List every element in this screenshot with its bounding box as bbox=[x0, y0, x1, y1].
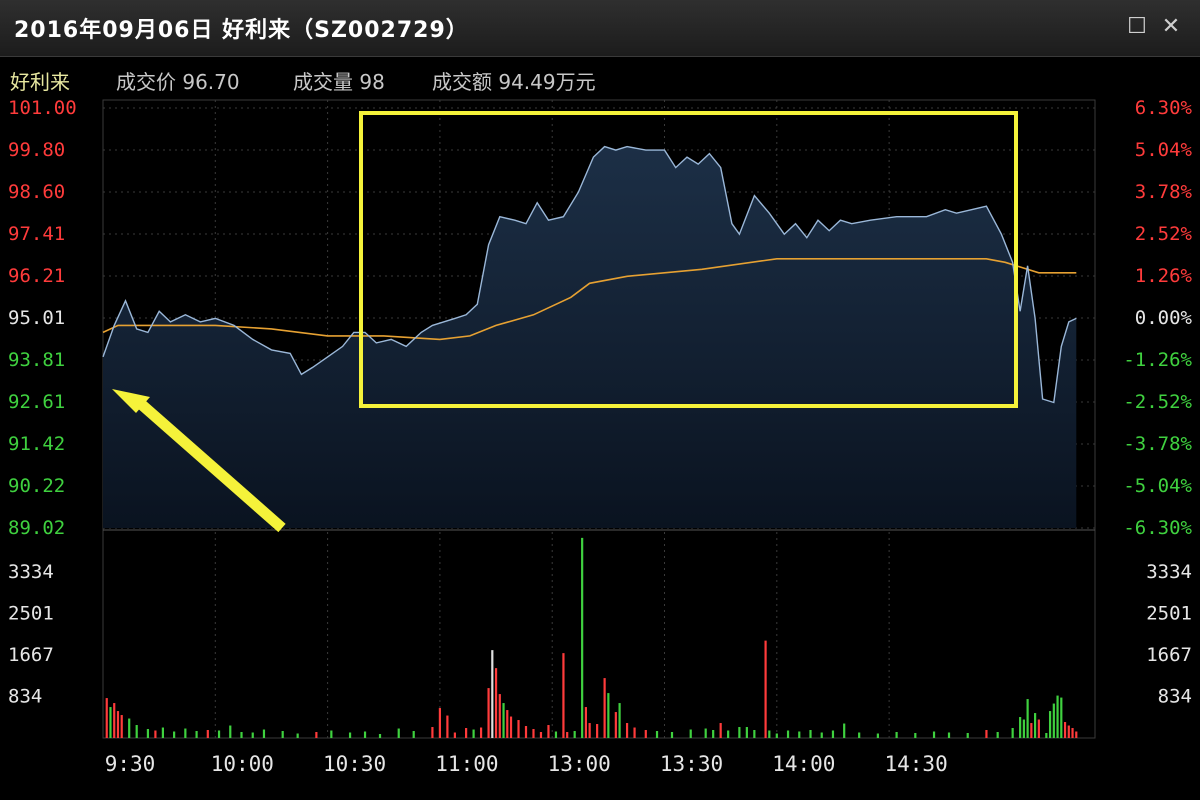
percent-tick-label: 3.78% bbox=[1135, 181, 1193, 203]
percent-tick-label: -5.04% bbox=[1123, 475, 1192, 497]
percent-tick-label: -1.26% bbox=[1123, 349, 1192, 371]
trade-amount-readout: 成交额 94.49万元 bbox=[432, 66, 596, 95]
volume-tick-label-right: 2501 bbox=[1146, 603, 1192, 625]
percent-tick-label: -3.78% bbox=[1123, 433, 1192, 455]
time-tick-label: 13:00 bbox=[548, 752, 611, 776]
window-titlebar: 2016年09月06日 好利来（SZ002729） ☐ ✕ bbox=[0, 0, 1200, 57]
volume-tick-label-right: 1667 bbox=[1146, 644, 1192, 666]
highlight-box bbox=[359, 111, 1018, 408]
time-tick-label: 13:30 bbox=[660, 752, 723, 776]
trade-price-value: 96.70 bbox=[182, 70, 240, 94]
axis-labels: 101.00 99.80 98.60 97.41 96.21 95.01 93.81 92.6… bbox=[8, 97, 1193, 776]
price-tick-label: 99.80 bbox=[8, 139, 65, 161]
volume-tick-label-right: 834 bbox=[1158, 686, 1192, 708]
percent-tick-label: -2.52% bbox=[1123, 391, 1192, 413]
quote-info-bar: 好利来 成交价 96.70 成交量 98 成交额 94.49万元 bbox=[0, 60, 1200, 98]
time-tick-label: 9:30 bbox=[105, 752, 156, 776]
chart-lines bbox=[102, 145, 1077, 404]
volume-tick-label-left: 1667 bbox=[8, 644, 54, 666]
volume-tick-label-left: 2501 bbox=[8, 603, 54, 625]
volume-bars bbox=[105, 537, 1078, 738]
price-tick-label: 92.61 bbox=[8, 391, 65, 413]
price-tick-label: 96.21 bbox=[8, 265, 65, 287]
price-tick-label: 101.00 bbox=[8, 97, 77, 119]
price-tick-label: 91.42 bbox=[8, 433, 65, 455]
price-tick-label: 89.02 bbox=[8, 517, 65, 539]
trade-volume-label: 成交量 bbox=[293, 70, 353, 94]
price-tick-label: 93.81 bbox=[8, 349, 65, 371]
price-area-fill bbox=[103, 146, 1077, 528]
price-area bbox=[103, 146, 1077, 528]
volume-tick-label-right: 3334 bbox=[1146, 561, 1192, 583]
price-tick-label: 97.41 bbox=[8, 223, 65, 245]
time-tick-label: 11:00 bbox=[435, 752, 498, 776]
time-tick-label: 10:00 bbox=[211, 752, 274, 776]
percent-tick-label: 6.30% bbox=[1135, 97, 1193, 119]
price-tick-label: 90.22 bbox=[8, 475, 65, 497]
annotations bbox=[112, 111, 1018, 533]
trade-price-label: 成交价 bbox=[116, 70, 176, 94]
price-tick-label: 98.60 bbox=[8, 181, 65, 203]
time-tick-label: 10:30 bbox=[323, 752, 386, 776]
trade-volume-value: 98 bbox=[359, 70, 385, 94]
time-tick-label: 14:00 bbox=[772, 752, 835, 776]
trade-volume-readout: 成交量 98 bbox=[293, 66, 385, 95]
percent-tick-label: 5.04% bbox=[1135, 139, 1193, 161]
percent-tick-label: 2.52% bbox=[1135, 223, 1193, 245]
percent-tick-label: 1.26% bbox=[1135, 265, 1193, 287]
volume-tick-label-left: 834 bbox=[8, 686, 42, 708]
close-icon[interactable]: ✕ bbox=[1161, 14, 1181, 39]
volume-tick-label-left: 3334 bbox=[8, 561, 54, 583]
trade-amount-value: 94.49万元 bbox=[498, 70, 596, 94]
window-title: 2016年09月06日 好利来（SZ002729） bbox=[14, 18, 469, 43]
trade-amount-label: 成交额 bbox=[432, 70, 492, 94]
price-tick-label: 95.01 bbox=[8, 307, 65, 329]
time-tick-label: 14:30 bbox=[885, 752, 948, 776]
stock-name: 好利来 bbox=[10, 70, 70, 94]
average-price-line bbox=[102, 258, 1077, 341]
arrow-shaft bbox=[137, 399, 286, 533]
restore-icon[interactable]: ☐ bbox=[1127, 14, 1147, 39]
price-line bbox=[102, 145, 1077, 404]
percent-tick-label: -6.30% bbox=[1123, 517, 1192, 539]
percent-tick-label: 0.00% bbox=[1135, 307, 1193, 329]
trade-price-readout: 成交价 96.70 bbox=[116, 66, 240, 95]
